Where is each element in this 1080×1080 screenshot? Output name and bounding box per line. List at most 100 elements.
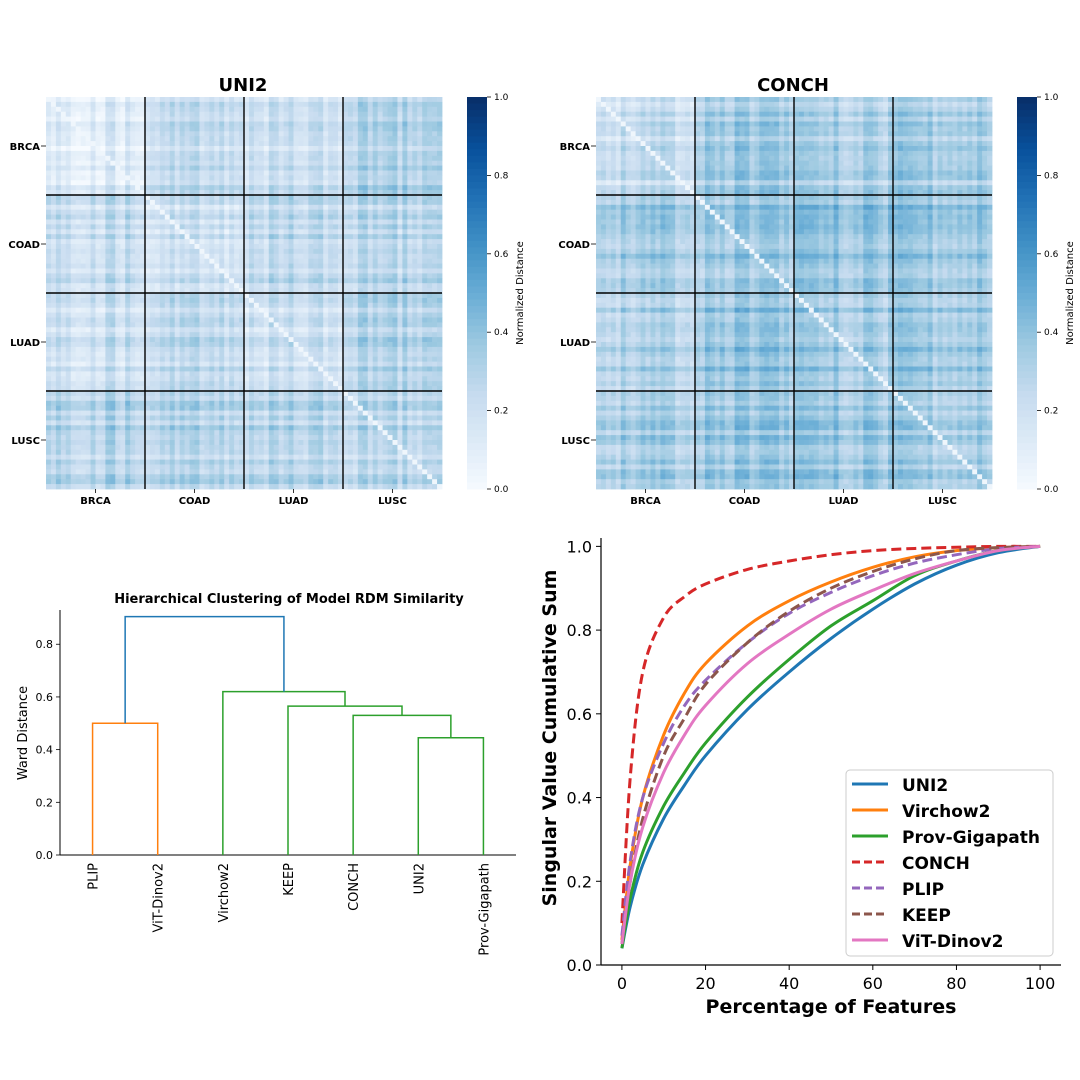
heatmap-cell: [303, 263, 309, 269]
heatmap-cell: [387, 165, 393, 171]
heatmap-cell: [149, 131, 156, 137]
heatmap-cell: [313, 302, 319, 309]
heatmap-cell: [377, 307, 383, 313]
heatmap-cell: [135, 248, 141, 255]
heatmap-cell: [273, 136, 280, 142]
heatmap-cell: [328, 293, 334, 299]
heatmap-cell: [110, 160, 116, 166]
heatmap-cell: [422, 239, 428, 245]
heatmap-cell: [313, 322, 319, 328]
heatmap-cell: [347, 234, 354, 240]
heatmap-cell: [258, 317, 265, 323]
heatmap-cell: [105, 170, 111, 176]
heatmap-cell: [352, 248, 359, 255]
heatmap-cell: [184, 332, 190, 338]
heatmap-cell: [219, 356, 225, 362]
heatmap-cell: [130, 116, 136, 122]
heatmap-cell: [209, 136, 215, 142]
heatmap-cell: [75, 288, 82, 294]
heatmap-cell: [169, 322, 176, 328]
heatmap-cell: [392, 195, 398, 201]
heatmap-cell: [318, 146, 324, 152]
heatmap-cell: [80, 195, 86, 201]
heatmap-cell: [169, 268, 176, 274]
heatmap-cell: [427, 180, 433, 186]
heatmap-cell: [90, 322, 96, 328]
heatmap-cell: [179, 361, 185, 367]
heatmap-cell: [387, 337, 393, 343]
heatmap-cell: [382, 146, 388, 152]
heatmap-cell: [169, 204, 176, 211]
heatmap-cell: [387, 283, 393, 289]
heatmap-cell: [115, 141, 121, 147]
heatmap-cell: [174, 190, 181, 196]
heatmap-cell: [268, 293, 275, 299]
heatmap-cell: [219, 219, 225, 225]
heatmap-cell: [214, 165, 220, 171]
heatmap-cell: [110, 190, 116, 196]
heatmap-cell: [50, 258, 57, 264]
heatmap-cell: [140, 214, 146, 220]
heatmap-cell: [140, 160, 146, 166]
heatmap-cell: [194, 199, 200, 206]
heatmap-cell: [288, 381, 294, 387]
heatmap-cell: [298, 395, 304, 402]
heatmap-cell: [85, 185, 91, 191]
heatmap-cell: [313, 366, 319, 372]
heatmap-cell: [417, 150, 423, 157]
heatmap-cell: [140, 307, 146, 313]
heatmap-cell: [387, 327, 393, 333]
heatmap-cell: [135, 302, 141, 309]
heatmap-cell: [323, 234, 329, 240]
heatmap-cell: [263, 342, 270, 348]
heatmap-cell: [273, 204, 280, 211]
heatmap-cell: [343, 165, 349, 171]
heatmap-cell: [407, 136, 413, 142]
heatmap-cell: [239, 312, 245, 318]
heatmap-cell: [248, 224, 255, 230]
heatmap-cell: [387, 199, 393, 206]
heatmap-cell: [357, 180, 364, 186]
heatmap-cell: [367, 209, 374, 215]
heatmap-cell: [100, 293, 106, 299]
heatmap-cell: [194, 386, 200, 392]
heatmap-cell: [85, 214, 91, 220]
heatmap-cell: [397, 381, 403, 387]
heatmap-cell: [219, 136, 225, 142]
heatmap-cell: [417, 141, 423, 147]
heatmap-cell: [293, 366, 299, 372]
heatmap-cell: [417, 346, 423, 353]
heatmap-cell: [204, 312, 210, 318]
heatmap-cell: [273, 195, 280, 201]
heatmap-cell: [338, 297, 344, 304]
heatmap-cell: [164, 327, 171, 333]
heatmap-cell: [377, 229, 383, 235]
heatmap-cell: [125, 332, 131, 338]
heatmap-cell: [352, 150, 359, 157]
heatmap-cell: [224, 244, 230, 250]
heatmap-cell: [372, 170, 379, 176]
heatmap-cell: [427, 293, 433, 299]
heatmap-cell: [422, 297, 428, 304]
heatmap-cell: [204, 141, 210, 147]
heatmap-cell: [239, 302, 245, 309]
heatmap-cell: [50, 199, 57, 206]
heatmap-cell: [55, 346, 62, 353]
heatmap-cell: [318, 322, 324, 328]
heatmap-cell: [248, 131, 255, 137]
heatmap-cell: [392, 165, 398, 171]
heatmap-cell: [46, 229, 52, 235]
heatmap-cell: [392, 346, 398, 353]
heatmap-cell: [308, 293, 314, 299]
heatmap-cell: [298, 141, 304, 147]
heatmap-cell: [323, 175, 329, 181]
heatmap-cell: [105, 278, 111, 284]
heatmap-cell: [273, 160, 280, 166]
heatmap-cell: [268, 307, 275, 313]
heatmap-cell: [293, 386, 299, 392]
heatmap-cell: [145, 146, 151, 152]
heatmap-cell: [234, 160, 240, 166]
heatmap-cell: [367, 366, 374, 372]
heatmap-cell: [298, 312, 304, 318]
heatmap-cell: [65, 400, 72, 407]
